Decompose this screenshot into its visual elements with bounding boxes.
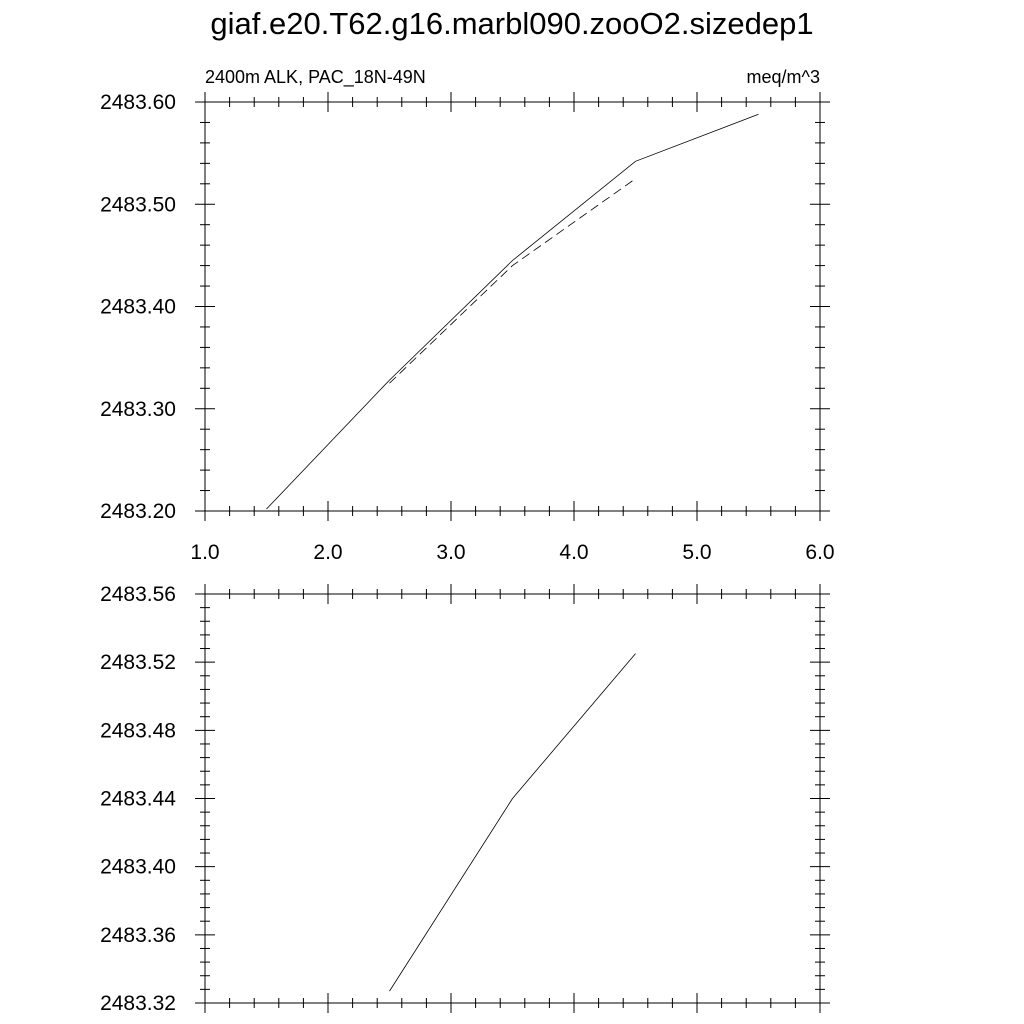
series-line-dashed [389,178,636,384]
series-line-solid [389,653,636,992]
y-tick-label: 2483.40 [100,856,176,879]
x-tick-label: 3.0 [436,541,465,564]
y-tick-label: 2483.50 [100,193,176,216]
x-tick-label: 1.0 [190,541,219,564]
right-string: meq/m^3 [747,67,820,87]
x-tick-label: 4.0 [559,541,588,564]
y-tick-label: 2483.40 [100,296,176,319]
plot-frame [204,101,821,512]
page-title: giaf.e20.T62.g16.marbl090.zooO2.sizedep1 [210,6,814,41]
y-tick-label: 2483.52 [100,651,176,674]
y-tick-label: 2483.60 [100,91,176,114]
y-tick-label: 2483.56 [100,583,176,606]
x-tick-label: 2.0 [313,541,342,564]
series-line-solid [266,113,759,510]
top-panel: 1.0 2.0 3.0 4.0 5.0 6.0 2483.20 2483.30 2483.40 2… [100,67,835,564]
y-tick-label: 2483.36 [100,924,176,947]
x-tick-label: 5.0 [682,541,711,564]
left-string: 2400m ALK, PAC_18N-49N [205,67,426,88]
y-tick-label: 2483.30 [100,398,176,421]
bottom-panel: 2483.32 2483.36 2483.40 2483.44 2483.48 2483.… [100,583,830,1015]
x-tick-label: 6.0 [805,541,834,564]
y-tick-label: 2483.44 [100,788,176,811]
y-tick-label: 2483.32 [100,992,176,1015]
y-tick-label: 2483.20 [100,500,176,523]
y-tick-label: 2483.48 [100,719,176,742]
